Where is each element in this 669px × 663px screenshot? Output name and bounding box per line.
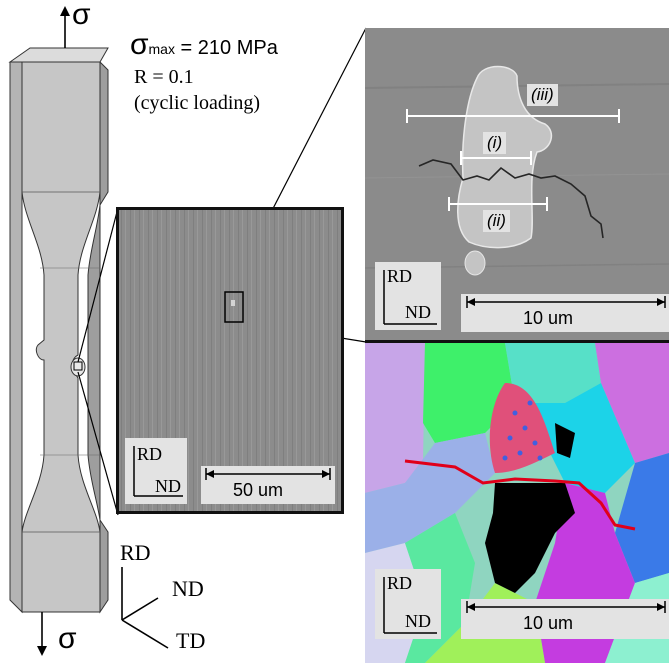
- load-arrow-top: [60, 6, 70, 48]
- measure-iii: [406, 109, 620, 123]
- measure-i: [460, 151, 532, 165]
- loading-type-label: (cyclic loading): [134, 92, 261, 114]
- specimen-top-face: [8, 47, 109, 63]
- sigma-top-label: σ: [72, 0, 91, 31]
- low-mag-rd-label: RD: [137, 444, 163, 464]
- load-arrow-bottom: [37, 612, 47, 656]
- unindexed-region: [485, 483, 575, 593]
- specimen-left-edge: [9, 61, 23, 614]
- sem-axis-box: RD ND: [375, 262, 441, 330]
- label-i: (i): [483, 132, 507, 154]
- label-iii: (iii): [527, 84, 558, 106]
- crack-path: [418, 159, 604, 239]
- sem-nd-label: ND: [405, 302, 431, 322]
- ebsd-scale-label: 10 um: [523, 613, 574, 633]
- ebsd-crack-trace: [404, 459, 636, 531]
- ebsd-nd-label: ND: [405, 611, 431, 631]
- label-ii: (ii): [483, 210, 510, 232]
- sigma-max-value: = 210 MPa: [174, 37, 278, 59]
- sem-scale-label: 10 um: [523, 308, 574, 328]
- triad-nd-label: ND: [172, 576, 204, 601]
- measure-ii: [448, 197, 548, 211]
- low-mag-nd-label: ND: [155, 476, 181, 496]
- panel-divider: [365, 340, 669, 343]
- sigma-max-label: σmax = 210 MPa: [130, 28, 278, 62]
- low-mag-sem-panel: RD ND 50 um: [116, 207, 344, 514]
- sigma-bottom-label: σ: [58, 622, 77, 655]
- ebsd-scale-box: 10 um: [461, 599, 669, 639]
- orientation-triad: [121, 567, 169, 649]
- ebsd-map-panel: RD ND 10 um: [365, 343, 669, 663]
- ebsd-axis-box: RD ND: [375, 569, 441, 639]
- triad-td-label: TD: [176, 628, 206, 653]
- low-mag-scale-box: 50 um: [201, 466, 335, 504]
- zoom-region-box: [224, 291, 244, 323]
- fatigue-specimen: [8, 47, 109, 614]
- sem-scale-box: 10 um: [461, 294, 669, 332]
- low-mag-axis-box: RD ND: [125, 438, 187, 504]
- specimen-front-face: [10, 61, 101, 613]
- ebsd-rd-label: RD: [387, 573, 413, 593]
- sem-rd-label: RD: [387, 266, 413, 286]
- high-mag-sem-panel: (iii) (i) (ii) RD ND 10 um: [365, 28, 669, 340]
- sigma-max-symbol: σ: [130, 28, 149, 61]
- low-mag-scale-label: 50 um: [233, 480, 284, 500]
- r-ratio-label: R = 0.1: [134, 66, 194, 88]
- sigma-max-subscript: max: [148, 41, 175, 57]
- triad-rd-label: RD: [120, 540, 151, 565]
